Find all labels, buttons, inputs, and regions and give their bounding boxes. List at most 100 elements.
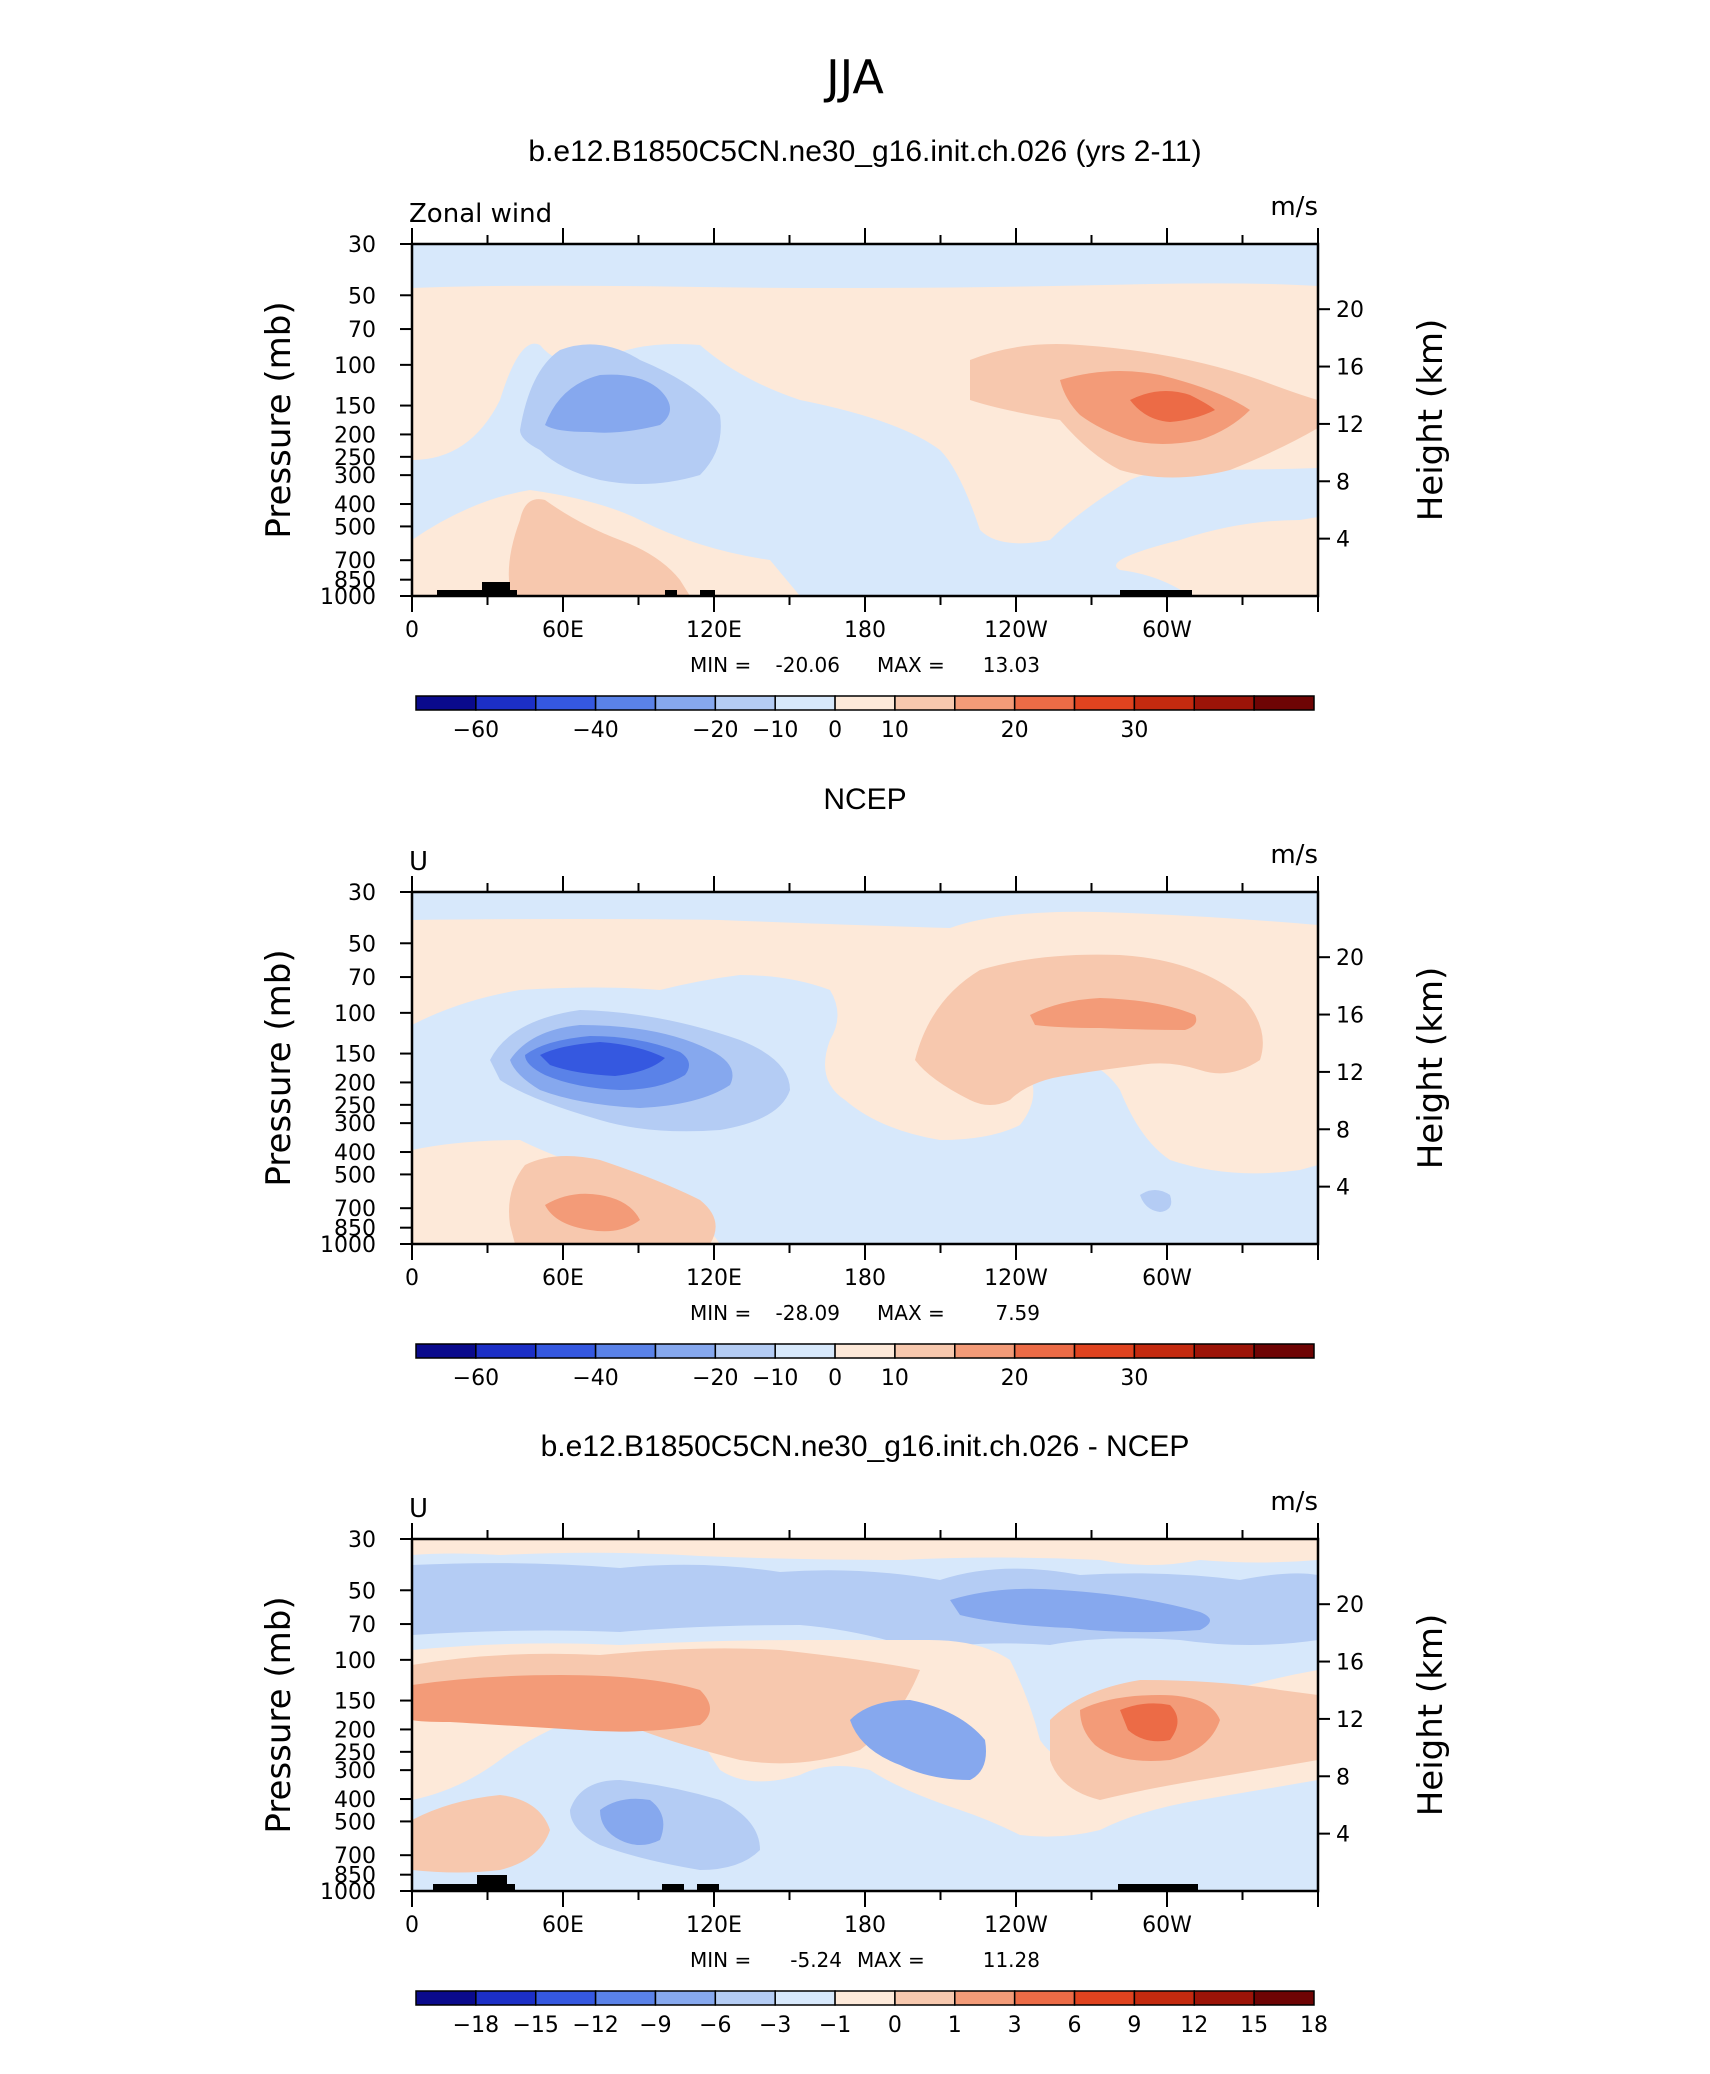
- colorbar-label: −15: [513, 2013, 559, 2038]
- colorbar-box: [774, 1990, 836, 2006]
- colorbar-box: [534, 1343, 597, 1359]
- colorbar-label: 0: [828, 718, 842, 743]
- topography: [437, 582, 1192, 596]
- colorbar-box: [714, 1343, 776, 1359]
- colorbar-box: [834, 1990, 896, 2006]
- y-tick-label: 1000: [320, 1233, 376, 1258]
- colorbar-box: [834, 695, 896, 711]
- colorbar-label: −12: [572, 2013, 618, 2038]
- colorbar-label: −40: [572, 1366, 618, 1391]
- x-tick-label: 0: [405, 1266, 419, 1291]
- colorbar-box: [415, 1343, 477, 1359]
- colorbar-box: [415, 1990, 477, 2006]
- y-tick-label: 500: [334, 1810, 376, 1835]
- colorbar-box: [894, 1990, 956, 2006]
- contour-field: [412, 1539, 1318, 1891]
- y-tick-label: 700: [334, 1844, 376, 1869]
- y-tick-label-right: 20: [1336, 298, 1364, 323]
- colorbar-box: [594, 695, 657, 711]
- colorbar-label: −1: [819, 2013, 851, 2038]
- y-tick-label-right: 12: [1336, 413, 1364, 438]
- colorbar-label: −40: [572, 718, 618, 743]
- y-tick-label: 1000: [320, 1880, 376, 1905]
- colorbar-box: [954, 1343, 1016, 1359]
- left-label: U: [409, 847, 428, 877]
- colorbar-box: [1253, 1343, 1315, 1359]
- y-tick-label-right: 8: [1336, 470, 1350, 495]
- x-tick-label: 0: [405, 1913, 419, 1938]
- y-axis-label: Pressure (mb): [259, 301, 299, 538]
- max-value: 13.03: [983, 653, 1040, 677]
- y-axis-label-right: Height (km): [1411, 319, 1451, 522]
- y-tick-label: 150: [334, 1043, 376, 1068]
- panel-title: b.e12.B1850C5CN.ne30_g16.init.ch.026 - N…: [541, 1430, 1190, 1463]
- colorbar: −18 −15 −12 −9 −6 −3 −1 0 1 3 6 9 12 15 18: [415, 1990, 1328, 2038]
- y-tick-label-right: 20: [1336, 946, 1364, 971]
- colorbar-label: 30: [1120, 718, 1148, 743]
- x-tick-label: 120W: [984, 618, 1048, 643]
- y-tick-label-right: 4: [1336, 528, 1350, 553]
- colorbar-box: [534, 695, 597, 711]
- y-tick-label: 700: [334, 549, 376, 574]
- topography: [433, 1875, 1198, 1891]
- y-tick-label: 50: [348, 1579, 376, 1604]
- y-tick-label: 1000: [320, 585, 376, 610]
- y-tick-label: 250: [334, 1741, 376, 1766]
- colorbar-box: [1253, 695, 1315, 711]
- colorbar-box: [1013, 1990, 1076, 2006]
- x-tick-label: 0: [405, 618, 419, 643]
- y-tick-label: 70: [348, 1613, 376, 1638]
- contour-region-low-blue: [1140, 1190, 1172, 1212]
- y-tick-label: 150: [334, 1690, 376, 1715]
- left-label: U: [409, 1494, 428, 1524]
- y-tick-label: 70: [348, 966, 376, 991]
- colorbar-box: [1133, 1343, 1196, 1359]
- colorbar-box: [534, 1990, 597, 2006]
- colorbar-label: 12: [1180, 2013, 1208, 2038]
- colorbar-box: [1073, 695, 1136, 711]
- y-tick-label: 30: [348, 233, 376, 258]
- colorbar-label: 6: [1068, 2013, 1082, 2038]
- colorbar-label: 18: [1300, 2013, 1328, 2038]
- contour-region-westerly-core: [1130, 391, 1215, 422]
- colorbar-box: [594, 1343, 657, 1359]
- colorbar-label: 0: [828, 1366, 842, 1391]
- colorbar-box: [654, 1990, 717, 2006]
- colorbar-box: [1193, 695, 1255, 711]
- y-tick-label: 200: [334, 1718, 376, 1743]
- min-label: MIN =: [690, 1301, 751, 1325]
- contour-field: [412, 892, 1318, 1244]
- x-tick-label: 60W: [1142, 618, 1192, 643]
- y-tick-label: 400: [334, 1788, 376, 1813]
- y-tick-label: 400: [334, 493, 376, 518]
- colorbar-box: [1193, 1343, 1255, 1359]
- units-label: m/s: [1270, 840, 1318, 870]
- units-label: m/s: [1270, 1487, 1318, 1517]
- x-tick-label: 60E: [542, 1266, 584, 1291]
- x-tick-label: 180: [844, 618, 886, 643]
- colorbar-box: [475, 695, 537, 711]
- colorbar-label: 10: [881, 718, 909, 743]
- panel-title: b.e12.B1850C5CN.ne30_g16.init.ch.026 (yr…: [528, 135, 1201, 168]
- colorbar-box: [774, 695, 836, 711]
- min-value: -20.06: [776, 653, 840, 677]
- max-label: MAX =: [857, 1948, 925, 1972]
- colorbar-box: [654, 695, 717, 711]
- y-tick-label-right: 16: [1336, 1004, 1364, 1029]
- y-tick-label-right: 12: [1336, 1061, 1364, 1086]
- colorbar: −60 −40 −20 −10 0 10 20 30: [415, 695, 1315, 743]
- colorbar-box: [654, 1343, 717, 1359]
- colorbar-box: [475, 1343, 537, 1359]
- min-label: MIN =: [690, 1948, 751, 1972]
- panel-ncep: NCEP U m/s 0 60E 120E 180 120W 60W30507010015…: [259, 783, 1451, 1391]
- max-label: MAX =: [877, 1301, 945, 1325]
- contour-region-westerly-2: [1030, 998, 1197, 1030]
- max-value: 7.59: [995, 1301, 1040, 1325]
- y-tick-label-right: 4: [1336, 1176, 1350, 1201]
- panel-difference: b.e12.B1850C5CN.ne30_g16.init.ch.026 - N…: [259, 1430, 1451, 2038]
- y-tick-label: 400: [334, 1141, 376, 1166]
- max-value: 11.28: [983, 1948, 1040, 1972]
- colorbar-box: [714, 695, 776, 711]
